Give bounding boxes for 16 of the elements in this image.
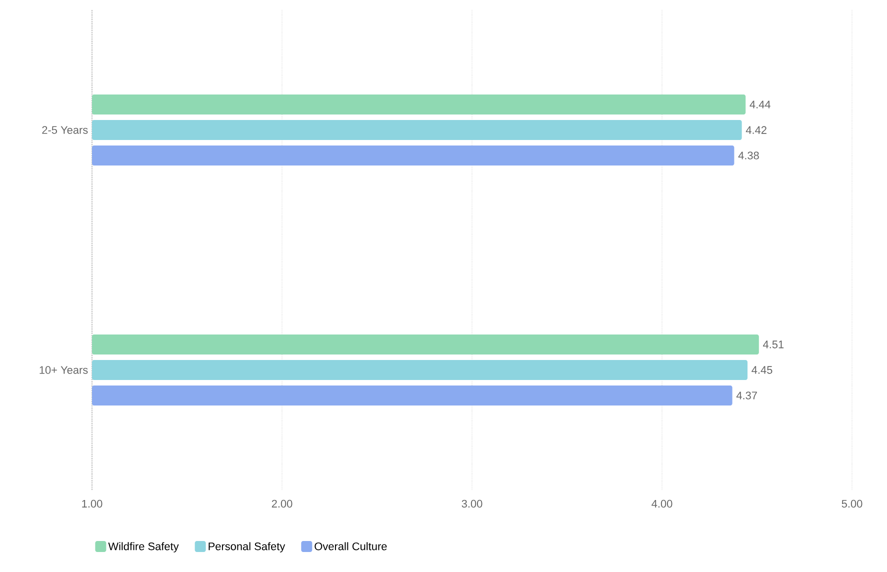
- legend-label: Wildfire Safety: [108, 542, 179, 552]
- data-label: 4.44: [750, 100, 770, 108]
- y-tick-label: 2-5 Years: [42, 126, 88, 134]
- data-label: 4.42: [746, 126, 766, 134]
- legend-label: Personal Safety: [208, 542, 286, 552]
- x-tick-label: 5.00: [842, 500, 862, 508]
- data-label: 4.51: [763, 340, 784, 348]
- x-tick-label: 3.00: [462, 500, 482, 508]
- data-label: 4.37: [736, 392, 757, 400]
- x-tick-label: 4.00: [652, 500, 672, 508]
- x-tick-label: 1.00: [82, 500, 102, 508]
- y-tick-label: 10+ Years: [40, 366, 88, 374]
- data-label: 4.45: [752, 366, 772, 374]
- x-tick-label: 2.00: [272, 500, 292, 508]
- legend-label: Overall Culture: [314, 542, 387, 550]
- data-label: 4.38: [738, 152, 759, 160]
